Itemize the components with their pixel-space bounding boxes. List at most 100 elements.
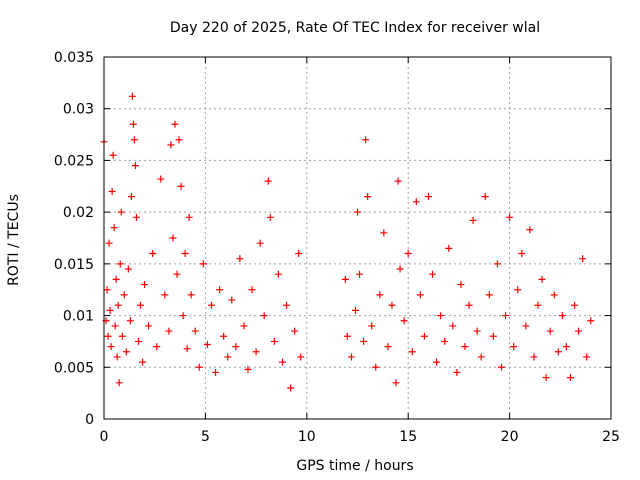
data-point [124,265,132,273]
data-point [291,327,299,335]
y-tick-label: 0.015 [54,257,94,273]
data-point [343,332,351,340]
data-point [502,312,510,320]
data-point [117,208,125,216]
data-point [362,136,370,144]
y-tick-label: 0.02 [63,205,94,221]
data-point [583,353,591,361]
data-point [347,353,355,361]
data-point [103,286,111,294]
data-point [132,213,140,221]
data-point [473,327,481,335]
data-point [256,239,264,247]
data-point [354,208,361,216]
data-point [120,291,128,299]
x-tick-label: 0 [100,429,109,445]
data-point [518,250,526,258]
data-point [216,286,224,294]
data-point [558,312,566,320]
data-point [187,291,195,299]
data-point [248,286,256,294]
data-point [175,136,183,144]
data-point [141,281,149,289]
grid [104,57,611,419]
data-point [429,270,437,278]
data-point [566,374,574,382]
data-point [433,358,441,366]
data-point [493,260,501,268]
data-point [445,244,453,252]
data-point [408,348,416,356]
data-point [364,193,372,201]
x-tick-label: 20 [501,429,519,445]
data-point [404,250,412,258]
data-point [351,306,359,314]
data-point [118,332,126,340]
data-point [185,213,193,221]
data-point [236,255,244,263]
data-point [161,291,169,299]
data-point [212,368,220,376]
data-point [127,193,135,201]
data-point [388,301,396,309]
data-point [297,353,305,361]
data-point [412,198,420,206]
plot-border [103,56,612,420]
data-point [341,275,349,283]
data-point [111,322,119,330]
data-point [449,322,457,330]
data-point [110,224,118,232]
data-point [171,120,179,128]
data-point [372,363,380,371]
data-point [220,332,228,340]
data-point [575,327,583,335]
data-point [497,363,505,371]
data-point [207,301,215,309]
data-points [100,92,595,392]
data-point [105,239,113,247]
y-axis-label: ROTI / TECUs [6,194,22,286]
data-point [506,213,514,221]
data-point [228,296,236,304]
y-tick-label: 0.01 [63,309,94,325]
data-point [106,306,114,314]
x-axis-label: GPS time / hours [296,458,413,474]
data-point [514,286,522,294]
data-point [116,260,124,268]
data-point [109,151,117,159]
x-tick-label: 5 [201,429,210,445]
data-point [266,213,274,221]
data-point [252,348,260,356]
data-point [384,343,392,351]
data-point [167,141,175,149]
y-tick-label: 0 [85,412,94,428]
data-point [112,275,120,283]
data-point [153,343,161,351]
x-tick-label: 25 [602,429,620,445]
data-point [376,291,384,299]
data-point [283,301,291,309]
data-point [145,322,153,330]
data-point [368,322,376,330]
data-point [278,358,286,366]
x-tick-label: 10 [298,429,316,445]
data-point [570,301,578,309]
data-point [437,312,445,320]
data-point [356,270,364,278]
data-point [287,384,295,392]
y-tick-label: 0.025 [54,153,94,169]
data-point [173,270,181,278]
data-point [477,353,485,361]
data-point [157,175,165,183]
data-point [538,275,546,283]
data-point [165,327,173,335]
data-point [481,193,489,201]
data-point [534,301,542,309]
data-point [489,332,497,340]
y-tick-label: 0.035 [54,50,94,66]
data-point [457,281,465,289]
data-point [396,265,404,273]
data-point [380,229,388,237]
data-point [420,332,428,340]
data-point [191,327,199,335]
